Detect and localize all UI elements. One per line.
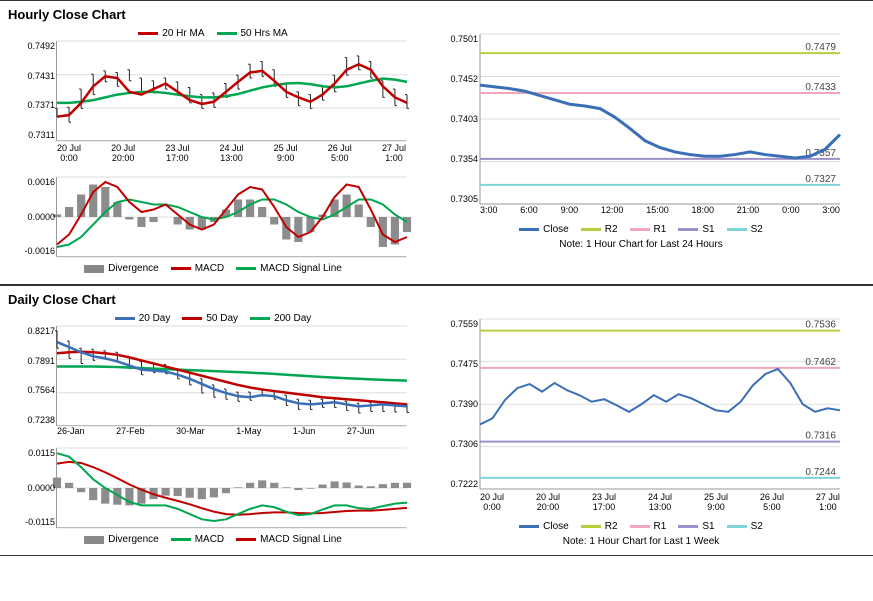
svg-text:0.7327: 0.7327 (805, 174, 836, 185)
svg-text:0.7479: 0.7479 (805, 42, 836, 53)
legend-item: R2 (581, 224, 618, 235)
hourly-pr-note: Note: 1 Hour Chart for Last 24 Hours (436, 239, 846, 250)
hourly-title: Hourly Close Chart (8, 7, 865, 22)
hourly-ma-chart: 0.74920.74310.73710.7311 20 Jul 0:0020 J… (56, 41, 406, 141)
legend-item: 50 Day (182, 313, 238, 324)
legend-item: S1 (678, 521, 714, 532)
svg-text:0.7316: 0.7316 (805, 431, 836, 442)
hourly-pr-chart: 0.75010.74520.74030.73540.7305 0.74790.7… (480, 34, 840, 204)
legend-item: MACD Signal Line (236, 534, 342, 545)
daily-title: Daily Close Chart (8, 292, 865, 307)
daily-ma-chart: 0.82170.78910.75640.7238 26-Jan27-Feb30-… (56, 326, 406, 426)
daily-pr-legend: Close R2 R1 S1 S2 (436, 521, 846, 532)
daily-panel: Daily Close Chart 20 Day 50 Day 200 Day 0.… (0, 285, 873, 556)
daily-pr-note: Note: 1 Hour Chart for Last 1 Week (436, 536, 846, 547)
legend-item: S1 (678, 224, 714, 235)
hourly-macd-chart: 0.00160.0000-0.0016 (56, 177, 406, 257)
legend-item: Divergence (84, 263, 159, 274)
legend-item: 50 Hrs MA (217, 28, 288, 39)
legend-item: Divergence (84, 534, 159, 545)
legend-item: MACD Signal Line (236, 263, 342, 274)
svg-text:0.7462: 0.7462 (805, 357, 836, 368)
legend-item: Close (519, 224, 569, 235)
legend-item: R1 (630, 224, 667, 235)
legend-item: MACD (171, 534, 224, 545)
legend-item: 20 Hr MA (138, 28, 204, 39)
legend-item: 20 Day (115, 313, 171, 324)
daily-macd-chart: 0.01150.0000-0.0115 (56, 448, 406, 528)
svg-text:0.7433: 0.7433 (805, 82, 836, 93)
daily-macd-legend: Divergence MACD MACD Signal Line (8, 534, 418, 545)
hourly-panel: Hourly Close Chart 20 Hr MA 50 Hrs MA 0.7… (0, 0, 873, 285)
svg-text:0.7536: 0.7536 (805, 320, 836, 331)
legend-item: S2 (727, 224, 763, 235)
daily-pr-chart: 0.75590.74750.73900.73060.7222 0.75360.7… (480, 319, 840, 489)
hourly-pr-legend: Close R2 R1 S1 S2 (436, 224, 846, 235)
hourly-macd-legend: Divergence MACD MACD Signal Line (8, 263, 418, 274)
legend-item: MACD (171, 263, 224, 274)
legend-item: S2 (727, 521, 763, 532)
legend-item: R2 (581, 521, 618, 532)
legend-item: 200 Day (250, 313, 311, 324)
daily-ma-legend: 20 Day 50 Day 200 Day (8, 313, 418, 324)
svg-text:0.7244: 0.7244 (805, 467, 836, 478)
legend-item: R1 (630, 521, 667, 532)
hourly-ma-legend: 20 Hr MA 50 Hrs MA (8, 28, 418, 39)
legend-item: Close (519, 521, 569, 532)
